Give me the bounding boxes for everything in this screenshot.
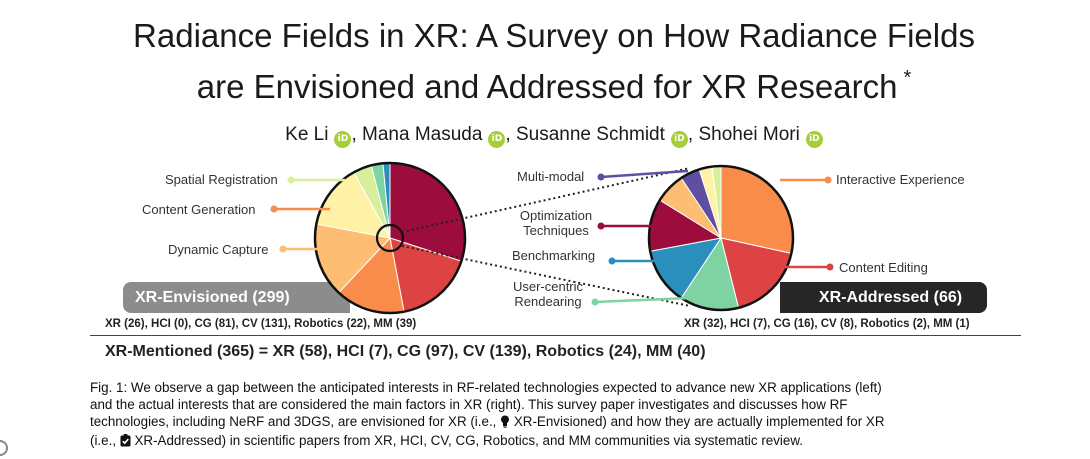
paper-title: Radiance Fields in XR: A Survey on How R… bbox=[0, 14, 1090, 108]
leader-dot bbox=[597, 173, 605, 181]
label-user-centric-rendering: User-centric Rendearing bbox=[502, 279, 594, 309]
author-separator: , bbox=[687, 124, 699, 145]
title-line-1: Radiance Fields in XR: A Survey on How R… bbox=[133, 17, 975, 54]
xr-envisioned-banner: XR-Envisioned (299) bbox=[123, 282, 350, 313]
zoom-connector-top bbox=[401, 167, 691, 233]
author-list: Ke Li iD, Mana Masuda iD, Susanne Schmidt i… bbox=[0, 124, 1090, 148]
zoom-connector-bottom bbox=[401, 245, 691, 307]
caption-line-4a: (i.e., bbox=[90, 433, 120, 448]
leader-dot bbox=[608, 257, 616, 265]
label-optimization-line-1: Optimization bbox=[519, 208, 593, 223]
label-optimization-techniques: Optimization Techniques bbox=[510, 208, 602, 238]
figure-caption: Fig. 1: We observe a gap between the ant… bbox=[90, 379, 1030, 451]
caption-line-2: and the actual interests that are consid… bbox=[90, 397, 848, 412]
envisioned-stats: XR (26), HCI (0), CG (81), CV (131), Rob… bbox=[105, 318, 417, 330]
zoom-circle bbox=[375, 223, 405, 253]
author-name: Mana Masuda bbox=[362, 124, 483, 145]
leader-dot bbox=[287, 176, 295, 184]
caption-line-3: technologies, including NeRF and 3DGS, a… bbox=[90, 413, 1030, 432]
leader-dot bbox=[597, 222, 605, 230]
author-name: Shohei Mori bbox=[698, 124, 800, 145]
author-name: Susanne Schmidt bbox=[515, 124, 665, 145]
author-separator: , bbox=[351, 124, 363, 145]
orcid-icon[interactable]: iD bbox=[488, 131, 506, 148]
caption-line-4b: XR-Addressed) in scientific papers from … bbox=[130, 433, 803, 448]
leader-dot bbox=[279, 245, 287, 253]
label-multi-modal: Multi-modal bbox=[517, 169, 585, 184]
xr-addressed-label: XR-Addressed (66) bbox=[818, 289, 963, 306]
lightbulb-icon bbox=[500, 415, 510, 432]
xr-mentioned-summary: XR-Mentioned (365) = XR (58), HCI (7), C… bbox=[105, 343, 706, 360]
label-dynamic-capture: Dynamic Capture bbox=[168, 242, 269, 257]
right-pie-chart bbox=[647, 164, 795, 312]
author-separator: , bbox=[505, 124, 516, 145]
left-pie-chart bbox=[313, 161, 467, 315]
leader-dot bbox=[270, 205, 278, 213]
addressed-stats: XR (32), HCI (7), CG (16), CV (8), Robot… bbox=[684, 318, 970, 330]
orcid-icon[interactable]: iD bbox=[805, 131, 823, 148]
label-user-centric-line-1: User-centric bbox=[512, 279, 584, 294]
title-line-2-text: are Envisioned and Addressed for XR Rese… bbox=[196, 68, 898, 105]
label-optimization-line-2: Techniques bbox=[523, 223, 589, 238]
label-benchmarking: Benchmarking bbox=[512, 248, 596, 263]
label-interactive-experience: Interactive Experience bbox=[836, 172, 965, 187]
caption-line-3b: XR-Envisioned) and how they are actually… bbox=[510, 414, 885, 429]
clipboard-check-icon bbox=[120, 434, 131, 451]
pie-outline bbox=[647, 164, 795, 312]
title-footnote-mark: * bbox=[903, 67, 912, 89]
leader-dot bbox=[824, 176, 832, 184]
label-content-editing: Content Editing bbox=[839, 260, 928, 275]
orcid-icon[interactable]: iD bbox=[334, 131, 352, 148]
caption-line-4: (i.e., XR-Addressed) in scientific paper… bbox=[90, 432, 1030, 451]
caption-line-1: Fig. 1: We observe a gap between the ant… bbox=[90, 380, 882, 395]
divider-line bbox=[90, 335, 1021, 336]
xr-addressed-banner: XR-Addressed (66) bbox=[780, 282, 987, 313]
orcid-icon[interactable]: iD bbox=[670, 131, 688, 148]
leader-dot bbox=[591, 298, 599, 306]
label-user-centric-line-2: Rendearing bbox=[514, 294, 582, 309]
author-name: Ke Li bbox=[285, 124, 329, 145]
xr-envisioned-label: XR-Envisioned (299) bbox=[135, 289, 290, 306]
title-line-2: are Envisioned and Addressed for XR Rese… bbox=[0, 57, 1090, 108]
label-content-generation: Content Generation bbox=[142, 202, 256, 217]
leader-multi-modal bbox=[600, 169, 689, 179]
label-spatial-registration: Spatial Registration bbox=[165, 172, 278, 187]
pie-outline bbox=[313, 161, 467, 315]
leader-dot bbox=[826, 263, 834, 271]
leader-user-centric bbox=[594, 296, 691, 304]
caption-line-3a: technologies, including NeRF and 3DGS, a… bbox=[90, 414, 501, 429]
